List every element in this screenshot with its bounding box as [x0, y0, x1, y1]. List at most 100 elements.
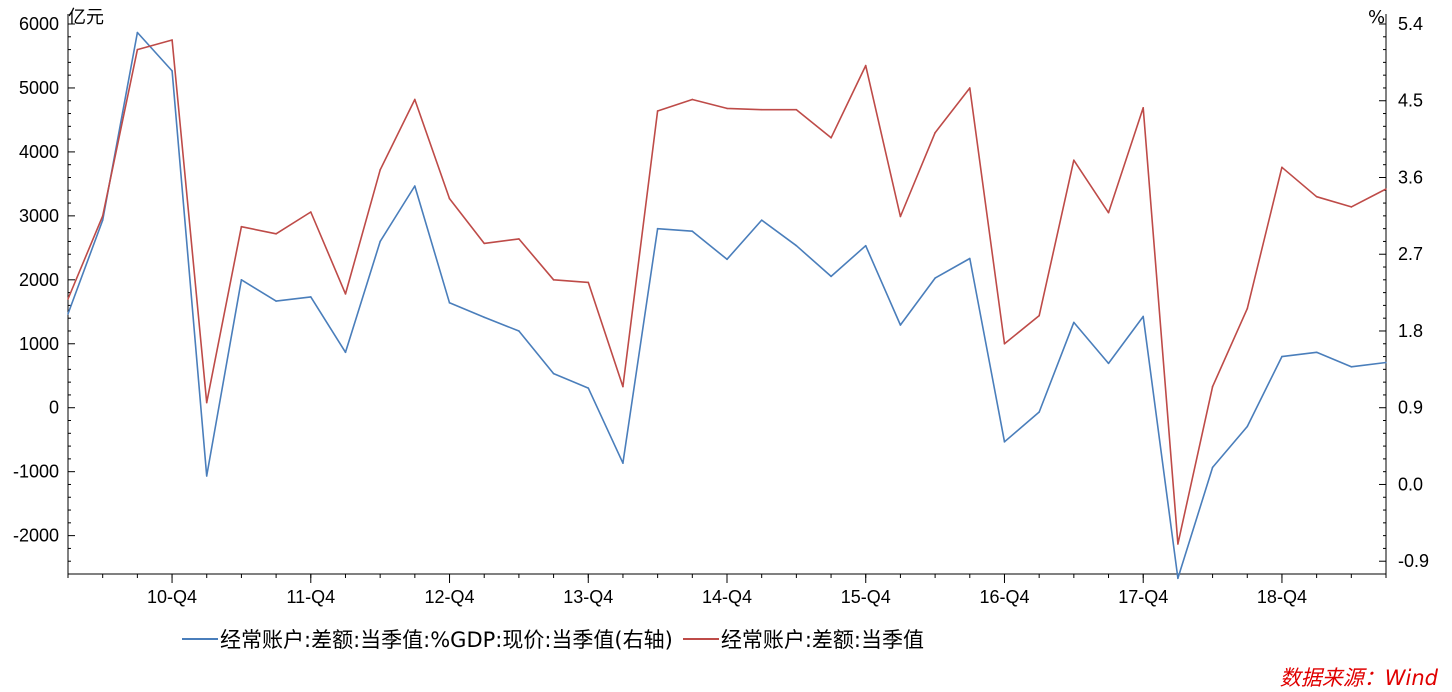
point-balance — [379, 169, 381, 171]
point-gdp-ratio — [760, 219, 763, 221]
point-balance — [1211, 385, 1214, 388]
point-gdp-ratio — [1177, 577, 1179, 580]
x-tick-label: 15-Q4 — [841, 587, 891, 607]
point-gdp-ratio — [1281, 355, 1283, 358]
point-gdp-ratio — [968, 257, 971, 260]
right-tick-label: -0.9 — [1398, 551, 1429, 571]
point-gdp-ratio — [552, 372, 555, 375]
point-balance — [830, 137, 832, 139]
legend-swatch-blue — [182, 638, 218, 640]
left-tick-label: 2000 — [19, 270, 59, 290]
point-balance — [622, 385, 624, 388]
point-gdp-ratio — [1211, 466, 1214, 469]
x-tick-label: 11-Q4 — [286, 587, 335, 607]
point-gdp-ratio — [1315, 351, 1318, 354]
point-gdp-ratio — [1107, 362, 1110, 365]
point-balance — [968, 87, 971, 89]
point-balance — [864, 64, 867, 67]
point-balance — [552, 279, 555, 281]
point-balance — [1246, 307, 1249, 310]
point-gdp-ratio — [795, 244, 798, 247]
point-balance — [1177, 543, 1179, 545]
left-tick-label: -1000 — [13, 462, 59, 482]
series-layer — [67, 31, 1387, 580]
left-axis-unit: 亿元 — [68, 7, 104, 28]
right-y-axis: 5.4 4.5 3.6 2.7 1.8 0.9 0.0 -0.9 — [1379, 14, 1429, 574]
right-tick-label: 0.0 — [1398, 474, 1423, 494]
source-note: 数据来源：Wind — [1279, 666, 1438, 690]
point-balance — [760, 108, 763, 111]
point-gdp-ratio — [136, 31, 139, 34]
left-tick-label: 5000 — [19, 78, 59, 98]
x-tick-label: 10-Q4 — [147, 587, 197, 607]
point-balance — [136, 48, 139, 51]
point-balance — [1107, 211, 1110, 214]
point-gdp-ratio — [414, 185, 416, 187]
x-tick-label: 12-Q4 — [425, 587, 475, 607]
right-tick-label: 1.8 — [1398, 321, 1423, 341]
point-gdp-ratio — [1142, 315, 1145, 318]
point-balance — [726, 107, 728, 110]
point-balance — [1142, 106, 1145, 109]
legend-label-gdp-ratio: 经常账户:差额:当季值:%GDP:现价:当季值(右轴) — [220, 628, 673, 652]
point-gdp-ratio — [830, 275, 832, 278]
point-balance — [483, 242, 486, 245]
point-gdp-ratio — [864, 244, 867, 247]
point-gdp-ratio — [205, 475, 208, 477]
point-gdp-ratio — [622, 462, 624, 464]
point-gdp-ratio — [934, 277, 936, 279]
left-tick-label: 1000 — [19, 334, 59, 354]
point-balance — [414, 98, 416, 101]
point-gdp-ratio — [518, 330, 520, 332]
right-tick-label: 4.5 — [1398, 91, 1423, 111]
point-gdp-ratio — [1003, 441, 1006, 443]
point-balance — [1350, 206, 1353, 208]
point-gdp-ratio — [309, 296, 312, 298]
point-balance — [587, 281, 590, 284]
right-tick-label: 3.6 — [1398, 167, 1423, 187]
left-tick-label: 4000 — [19, 142, 59, 162]
point-balance — [67, 298, 69, 300]
left-tick-label: -2000 — [13, 526, 59, 546]
x-tick-label: 16-Q4 — [979, 587, 1029, 607]
point-gdp-ratio — [691, 230, 694, 233]
point-balance — [101, 215, 104, 217]
point-gdp-ratio — [483, 316, 486, 319]
x-tick-label: 14-Q4 — [702, 587, 752, 607]
point-balance — [344, 293, 347, 295]
legend-item-gdp-ratio: 经常账户:差额:当季值:%GDP:现价:当季值(右轴) — [182, 624, 673, 654]
point-gdp-ratio — [1350, 365, 1353, 368]
point-balance — [1315, 195, 1318, 198]
point-balance — [691, 98, 694, 101]
point-gdp-ratio — [344, 351, 347, 354]
x-tick-label: 18-Q4 — [1257, 587, 1307, 607]
point-gdp-ratio — [1246, 425, 1249, 428]
point-gdp-ratio — [899, 324, 902, 326]
point-balance — [1385, 188, 1387, 190]
point-balance — [899, 215, 902, 218]
dual-axis-line-chart: 6000 5000 4000 3000 2000 1000 0 -1000 -2000 5.4 4… — [13, 7, 1429, 607]
point-gdp-ratio — [1385, 361, 1387, 364]
left-tick-label: 0 — [49, 398, 59, 418]
left-y-axis: 6000 5000 4000 3000 2000 1000 0 -1000 -2000 — [13, 14, 75, 575]
point-balance — [240, 225, 243, 228]
point-gdp-ratio — [101, 219, 104, 221]
legend-swatch-red — [682, 638, 719, 640]
point-balance — [205, 401, 208, 404]
point-balance — [171, 39, 173, 41]
point-balance — [309, 211, 312, 213]
x-axis: 10-Q4 11-Q4 12-Q4 13-Q4 14-Q4 15-Q4 16-Q4 17-Q4… — [67, 573, 1387, 607]
point-gdp-ratio — [379, 240, 381, 243]
point-gdp-ratio — [67, 313, 69, 315]
point-gdp-ratio — [1073, 321, 1075, 324]
point-balance — [795, 108, 798, 111]
point-gdp-ratio — [1038, 411, 1040, 413]
point-balance — [656, 110, 659, 112]
right-tick-label: 2.7 — [1398, 244, 1423, 264]
x-tick-label: 13-Q4 — [563, 587, 613, 607]
legend: 经常账户:差额:当季值:%GDP:现价:当季值(右轴) 经常账户:差额:当季值 — [182, 622, 934, 656]
point-balance — [275, 232, 277, 235]
point-gdp-ratio — [587, 387, 590, 389]
point-gdp-ratio — [275, 300, 277, 302]
left-tick-label: 3000 — [19, 206, 59, 226]
